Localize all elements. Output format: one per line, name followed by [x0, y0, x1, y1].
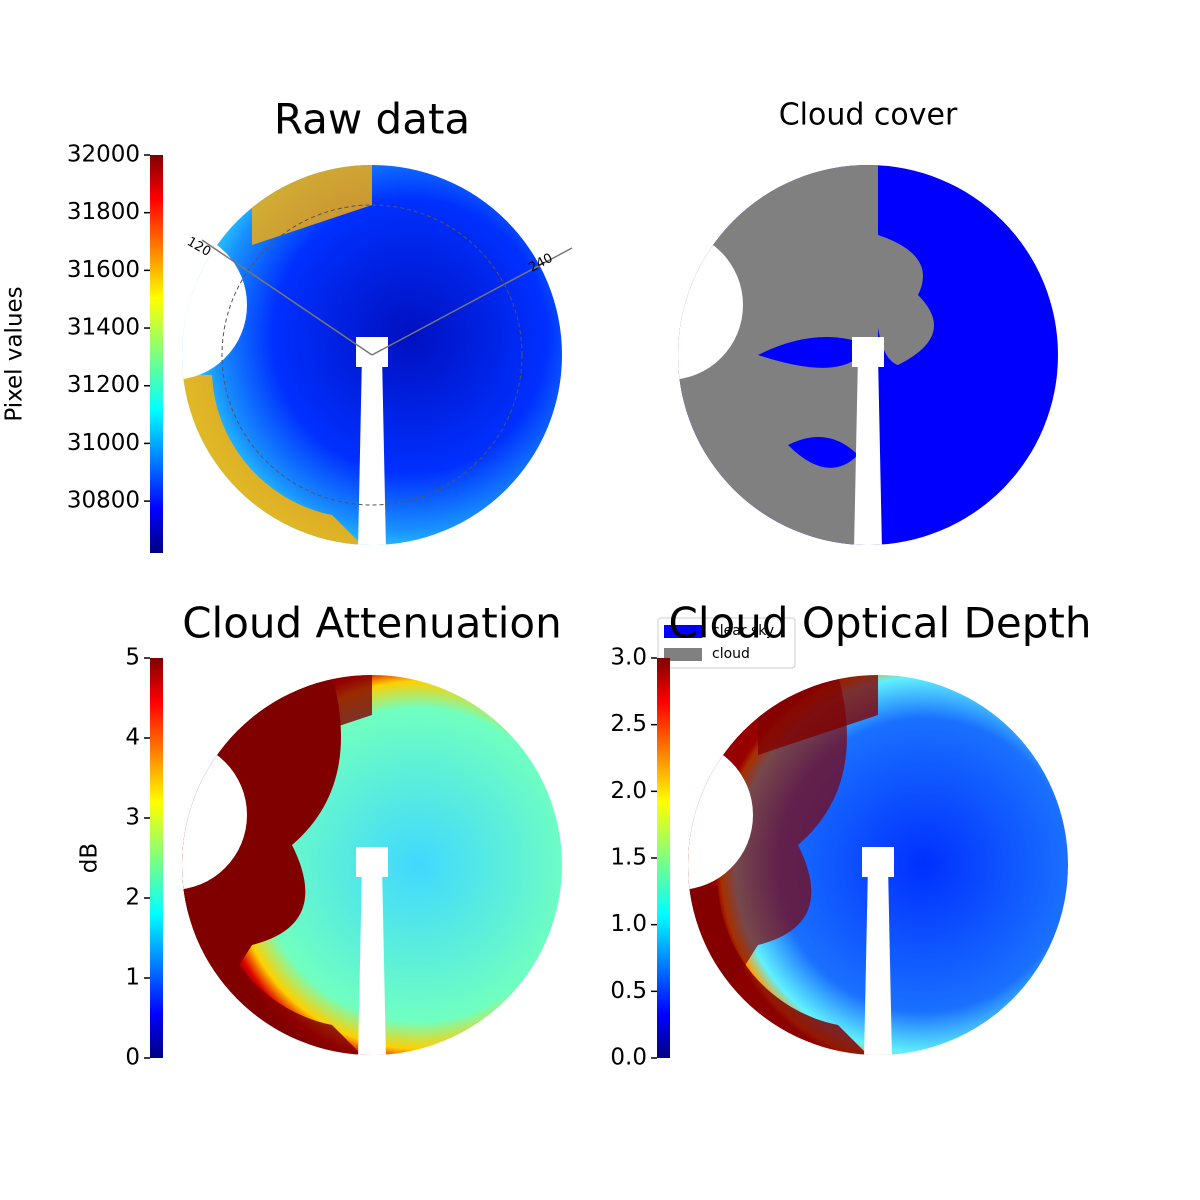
sky-image	[688, 675, 1068, 1055]
colorbar-label: Pixel values	[2, 286, 28, 421]
sky-image	[182, 675, 562, 1055]
colorbar-tick-label: 2.5	[610, 711, 647, 737]
mast-block	[356, 337, 388, 367]
sky-image	[678, 165, 1058, 545]
legend-label: cloud	[712, 646, 750, 662]
colorbar-label: dB	[77, 843, 103, 873]
sky-edge	[182, 375, 362, 545]
colorbar-tick-label: 0.5	[610, 978, 647, 1004]
colorbar	[657, 658, 670, 1058]
colorbar-tick-label: 1.5	[610, 845, 647, 871]
panel-title: Cloud Optical Depth	[669, 599, 1092, 648]
colorbar-tick-label: 30800	[67, 488, 140, 514]
colorbar-tick-label: 31200	[67, 372, 140, 398]
polar-ring	[221, 204, 523, 506]
mast-shadow	[358, 355, 386, 545]
colorbar	[150, 155, 163, 553]
panel-title: Raw data	[274, 95, 470, 144]
colorbar-tick-label: 3.0	[610, 645, 647, 671]
mast-block	[862, 847, 894, 877]
sky-edge	[252, 165, 372, 245]
colorbar-tick-label: 32000	[67, 142, 140, 168]
colorbar-tick-label: 31400	[67, 315, 140, 341]
panel-title: Cloud cover	[779, 98, 958, 133]
disk-notch	[182, 230, 247, 380]
mast-shadow	[358, 865, 386, 1055]
mast-shadow	[864, 865, 892, 1055]
polar-label: 120	[184, 235, 213, 260]
cover-cloud	[875, 235, 934, 365]
colorbar-tick-label: 1	[125, 965, 140, 991]
legend-swatch	[664, 648, 702, 661]
colorbar	[150, 658, 163, 1058]
colorbar-tick-label: 5	[125, 645, 140, 671]
colorbar-tick-label: 0	[125, 1045, 140, 1071]
mast-block	[356, 847, 388, 877]
colorbar-tick-label: 1.0	[610, 911, 647, 937]
colorbar-tick-label: 0.0	[610, 1045, 647, 1071]
legend-swatch	[664, 625, 702, 638]
legend-label: clear sky	[712, 623, 774, 639]
legend: clear sky cloud	[657, 617, 796, 669]
panel-title: Cloud Attenuation	[182, 599, 562, 648]
mast-shadow	[854, 355, 882, 545]
disk-notch	[688, 740, 753, 890]
colorbar-tick-label: 3	[125, 805, 140, 831]
colorbar-tick-label: 31800	[67, 199, 140, 225]
sky-image	[182, 165, 562, 545]
colorbar-tick-label: 31000	[67, 430, 140, 456]
polar-ray	[201, 239, 373, 356]
polar-ray	[371, 247, 573, 356]
mast-block	[852, 337, 884, 367]
colorbar-tick-label: 2	[125, 885, 140, 911]
colorbar-tick-label: 31600	[67, 257, 140, 283]
disk-notch	[678, 230, 743, 380]
colorbar-tick-label: 2.0	[610, 778, 647, 804]
colorbar-tick-label: 4	[125, 725, 140, 751]
disk-notch	[182, 740, 247, 890]
